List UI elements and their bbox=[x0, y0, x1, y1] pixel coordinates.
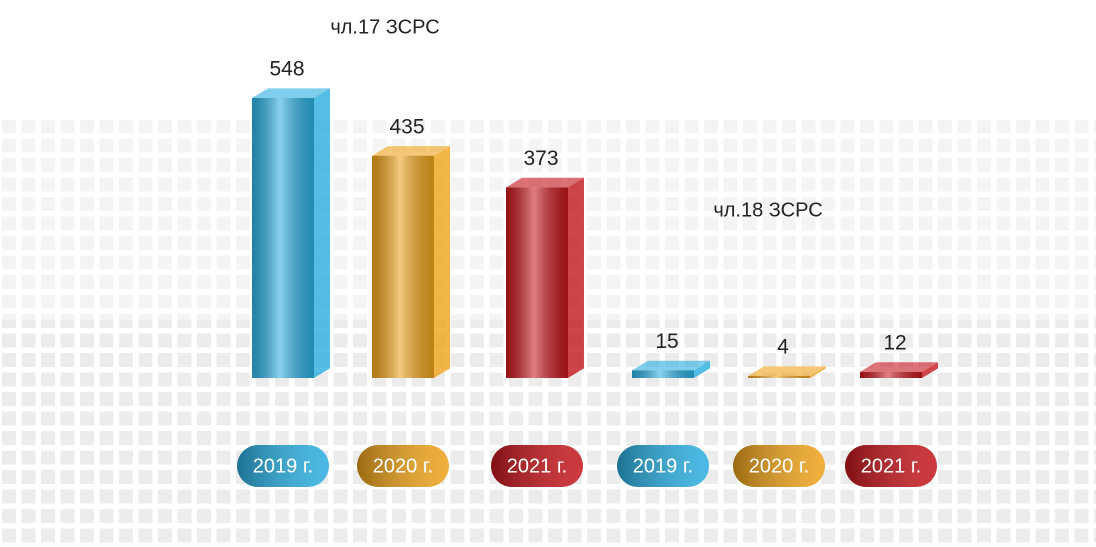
category-label: 2020 г. bbox=[749, 455, 809, 477]
group-title: чл.18 ЗСРС bbox=[713, 199, 822, 221]
category-label: 2021 г. bbox=[861, 455, 921, 477]
value-label: 435 bbox=[389, 115, 424, 138]
category-label: 2021 г. bbox=[507, 455, 567, 477]
value-label: 548 bbox=[269, 58, 304, 81]
chart: чл.17 ЗСРС чл.18 ЗСРС 548 2019 г. 435 2020 … bbox=[0, 0, 1096, 547]
bar-shine bbox=[372, 156, 434, 378]
bar-shine bbox=[506, 187, 568, 378]
category-label: 2019 г. bbox=[633, 455, 693, 477]
bar-shine bbox=[632, 370, 694, 378]
bar-side bbox=[434, 146, 450, 378]
bar-shine bbox=[748, 376, 810, 378]
bar-side bbox=[568, 178, 584, 378]
bar-shine bbox=[252, 98, 314, 378]
category-label: 2019 г. bbox=[253, 455, 313, 477]
value-label: 4 bbox=[777, 336, 789, 359]
category-label: 2020 г. bbox=[373, 455, 433, 477]
group-title: чл.17 ЗСРС bbox=[330, 16, 439, 38]
bar-side bbox=[314, 88, 330, 378]
bar-shine bbox=[860, 372, 922, 378]
value-label: 12 bbox=[883, 331, 906, 354]
value-label: 373 bbox=[523, 147, 558, 170]
value-label: 15 bbox=[655, 330, 678, 353]
